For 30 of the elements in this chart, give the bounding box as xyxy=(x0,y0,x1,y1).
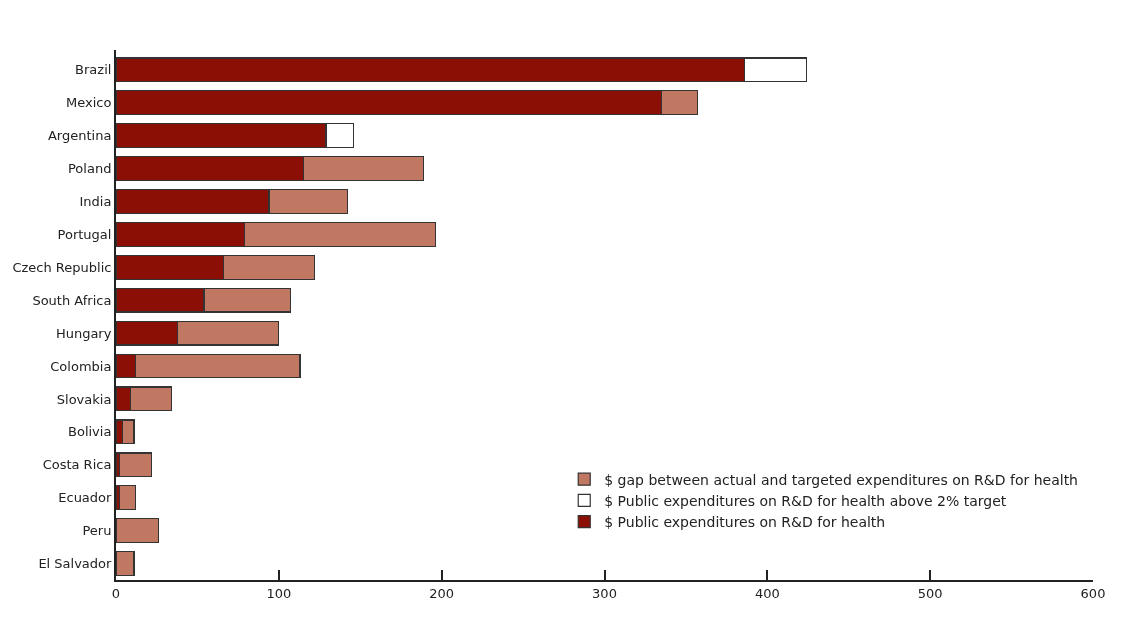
y-tick-label: Costa Rica xyxy=(42,457,112,473)
bar xyxy=(118,485,137,511)
x-tick-label: 400 xyxy=(754,585,780,601)
x-tick-label: 500 xyxy=(917,585,943,601)
bar xyxy=(118,452,153,478)
y-tick-label: Slovakia xyxy=(56,391,112,407)
bar xyxy=(116,518,159,544)
x-tick-label: 300 xyxy=(592,585,617,601)
x-tick-label: 200 xyxy=(429,585,455,601)
y-tick-label: Mexico xyxy=(65,95,112,111)
y-tick-label: India xyxy=(79,193,112,209)
x-tick-label: 600 xyxy=(1080,585,1106,601)
y-tick-label: Argentina xyxy=(47,128,112,144)
y-tick-label: Czech Republic xyxy=(12,259,112,275)
y-tick-label: Hungary xyxy=(55,325,112,341)
bar xyxy=(116,551,135,576)
y-tick-label: El Salvador xyxy=(38,556,113,572)
x-tick-label: 100 xyxy=(266,585,292,601)
y-tick-label: Bolivia xyxy=(68,424,112,440)
y-tick-label: Brazil xyxy=(75,62,112,78)
y-tick-label: Ecuador xyxy=(58,490,113,506)
y-tick-label: Peru xyxy=(82,523,112,539)
legend-label: $ Public expenditures on R&D for health above 2% target xyxy=(604,492,1007,509)
legend-label: $ gap between actual and targeted expenditures on R&D for health xyxy=(604,471,1078,488)
x-tick-label: 0 xyxy=(111,585,121,601)
y-tick-label: Colombia xyxy=(50,358,112,374)
y-tick-label: Poland xyxy=(67,161,112,177)
y-tick-label: South Africa xyxy=(32,292,112,308)
y-tick-label: Portugal xyxy=(57,226,112,242)
legend-label: $ Public expenditures on R&D for health xyxy=(604,514,886,531)
